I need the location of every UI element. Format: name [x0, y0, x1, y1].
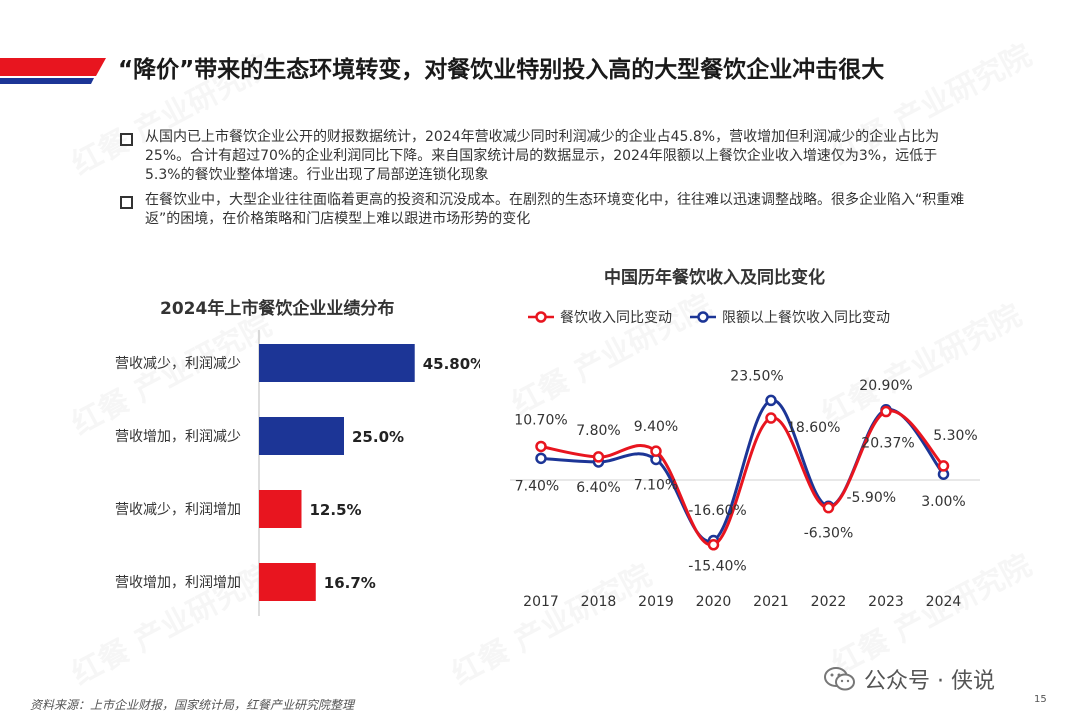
line-chart-title: 中国历年餐饮收入及同比变化	[604, 268, 825, 288]
data-point	[707, 539, 720, 551]
data-label: 20.37%	[861, 436, 914, 452]
bullet-item: 从国内已上市餐饮企业公开的财报数据统计，2024年营收减少同时利润减少的企业占4…	[120, 128, 970, 185]
series-line	[540, 398, 945, 543]
data-label: 7.10%	[634, 477, 678, 493]
data-label: 7.80%	[576, 423, 620, 439]
data-label: 20.90%	[859, 378, 912, 394]
data-point	[650, 445, 662, 457]
bar-category-label: 营收增加，利润增加	[115, 575, 241, 591]
x-tick-label: 2017	[523, 594, 559, 610]
source-note: 资料来源：上市企业财报，国家统计局，红餐产业研究院整理	[30, 698, 355, 712]
x-tick-label: 2019	[638, 594, 674, 610]
legend-label: 限额以上餐饮收入同比变动	[722, 310, 890, 326]
wechat-account: 公众号 · 侠说	[824, 663, 995, 695]
data-point	[765, 394, 777, 407]
bar	[259, 563, 316, 601]
bullet-square-icon	[120, 133, 133, 146]
x-tick-label: 2020	[696, 594, 732, 610]
bar-value-label: 16.7%	[324, 574, 376, 592]
data-label: 18.60%	[787, 420, 840, 436]
legend-item-navy: 限额以上餐饮收入同比变动	[690, 307, 890, 327]
data-point	[535, 440, 547, 453]
line-chart-legend: 餐饮收入同比变动 限额以上餐饮收入同比变动	[528, 307, 890, 327]
data-point	[765, 412, 777, 424]
bullet-text: 从国内已上市餐饮企业公开的财报数据统计，2024年营收减少同时利润减少的企业占4…	[145, 129, 940, 183]
bar-category-label: 营收减少，利润增加	[115, 502, 241, 518]
legend-swatch-red	[528, 311, 554, 323]
bar	[259, 344, 415, 382]
x-tick-label: 2021	[753, 594, 789, 610]
wechat-icon	[824, 667, 855, 691]
data-label: 9.40%	[634, 419, 678, 435]
data-point	[880, 405, 892, 418]
bullet-square-icon	[120, 196, 133, 209]
data-point	[822, 501, 835, 514]
data-label: -15.40%	[688, 558, 746, 574]
line-chart: 2017 2018 2019 2020 2021 2022 2023 2024 10.70% 7.…	[510, 368, 980, 610]
data-point	[937, 460, 950, 472]
legend-label: 餐饮收入同比变动	[560, 310, 672, 326]
page-title: “降价”带来的生态环境转变，对餐饮业特别投入高的大型餐饮企业冲击很大	[118, 57, 885, 83]
bar-chart-title: 2024年上市餐饮企业业绩分布	[160, 299, 395, 319]
data-point	[592, 451, 605, 463]
bar-value-label: 45.80%	[423, 355, 480, 373]
data-label: 10.70%	[514, 412, 567, 428]
data-label: 5.30%	[933, 428, 977, 444]
series-line	[540, 409, 945, 547]
bar-category-label: 营收减少，利润减少	[115, 356, 241, 372]
data-label: 23.50%	[730, 368, 783, 384]
bar-chart: 营收减少，利润减少 45.80% 营收增加，利润减少 25.0% 营收减少，利润增加 12…	[115, 330, 480, 616]
data-label: -16.60%	[688, 503, 746, 519]
bar	[259, 417, 344, 455]
bar-value-label: 12.5%	[310, 501, 362, 519]
x-tick-label: 2023	[868, 594, 904, 610]
x-tick-label: 2022	[811, 594, 847, 610]
data-label: 7.40%	[515, 478, 559, 494]
bar-category-label: 营收增加，利润减少	[115, 429, 241, 445]
x-tick-label: 2018	[581, 594, 617, 610]
title-accent-bar	[0, 58, 106, 84]
x-tick-label: 2024	[926, 594, 962, 610]
page-number: 15	[1034, 694, 1047, 705]
legend-swatch-navy	[690, 311, 716, 323]
data-label: -5.90%	[847, 490, 897, 506]
data-point	[535, 452, 547, 465]
data-label: 3.00%	[921, 494, 965, 510]
data-label: 6.40%	[576, 480, 620, 496]
bullet-item: 在餐饮业中，大型企业往往面临着更高的投资和沉没成本。在剧烈的生态环境变化中，往往…	[120, 191, 970, 229]
bar	[259, 490, 302, 528]
bullet-text: 在餐饮业中，大型企业往往面临着更高的投资和沉没成本。在剧烈的生态环境变化中，往往…	[145, 192, 965, 227]
bullet-list: 从国内已上市餐饮企业公开的财报数据统计，2024年营收减少同时利润减少的企业占4…	[120, 128, 970, 235]
wechat-label: 公众号 · 侠说	[864, 669, 995, 694]
legend-item-red: 餐饮收入同比变动	[528, 307, 672, 327]
bar-value-label: 25.0%	[352, 428, 404, 446]
data-label: -6.30%	[804, 526, 854, 542]
